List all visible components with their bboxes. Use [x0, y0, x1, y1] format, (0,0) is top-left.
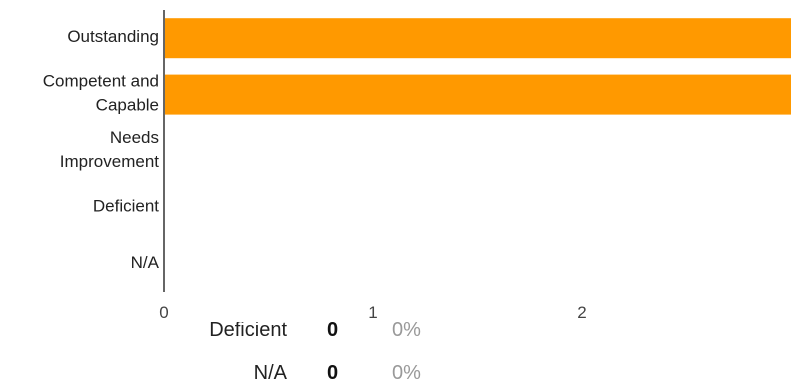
summary-count: 0	[327, 322, 339, 341]
summary-count: 0	[327, 362, 339, 384]
summary-percent: 0%	[392, 362, 421, 384]
summary-row-na: N/A 0 0%	[0, 358, 791, 388]
y-tick-label: Outstanding	[67, 28, 159, 47]
bar	[165, 18, 791, 59]
y-tick-label: Competent and Capable	[43, 72, 159, 115]
bar	[165, 74, 791, 115]
bar-chart: Outstanding Competent and Capable Needs Impr…	[43, 10, 791, 322]
x-tick-label: 1	[368, 303, 377, 322]
x-tick-label: 2	[577, 303, 586, 322]
summary-row-deficient: Deficient 0 0%	[0, 322, 791, 342]
summary-label: Deficient	[209, 322, 287, 341]
x-tick-label: 0	[159, 303, 168, 322]
y-tick-label: Deficient	[93, 197, 159, 216]
summary-row-cut-clip: Deficient 0 0%	[0, 322, 791, 342]
y-tick-label: N/A	[131, 253, 160, 272]
summary-label: N/A	[253, 362, 287, 384]
summary-percent: 0%	[392, 322, 421, 341]
y-tick-label: Needs Improvement	[60, 128, 159, 171]
